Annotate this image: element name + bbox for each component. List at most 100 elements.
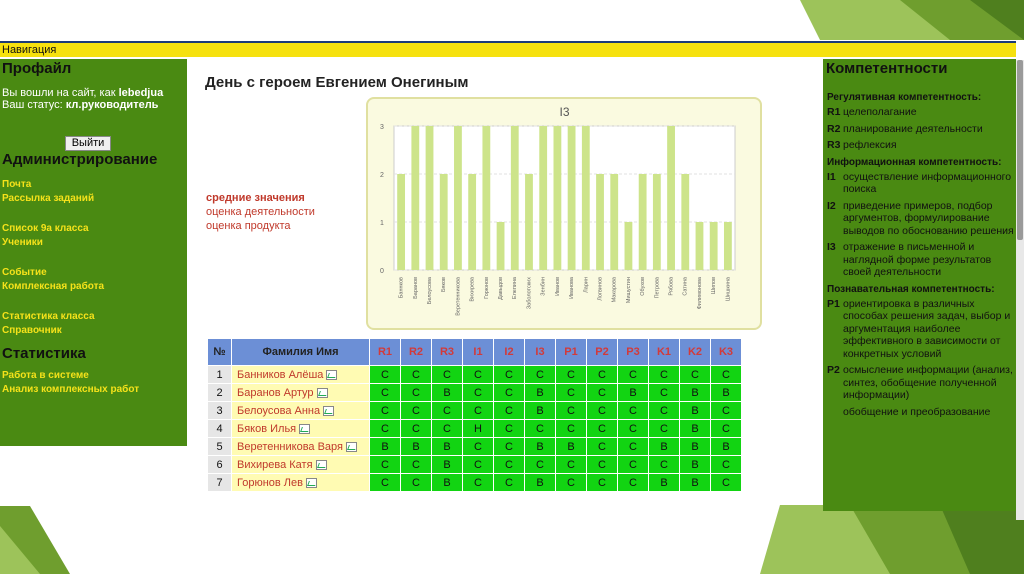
grade-cell: C <box>710 365 742 384</box>
table-body: 1 Банников Алёша C C C C C C C C C C C C 2 Баранов Арту… <box>207 365 742 492</box>
grade-cell: B <box>431 473 463 492</box>
bar <box>411 126 420 270</box>
page-scrollbar[interactable] <box>1016 60 1024 520</box>
x-tick-label: Бяков <box>441 277 447 292</box>
grade-cell: C <box>586 455 618 474</box>
chart-icon[interactable] <box>316 387 328 398</box>
grade-cell: C <box>431 419 463 438</box>
student-name-link[interactable]: Горюнов Лев <box>237 476 303 489</box>
grade-cell: C <box>710 419 742 438</box>
grade-cell: C <box>369 365 401 384</box>
student-name-cell: Белоусова Анна <box>231 401 370 420</box>
competency-text: обобщение и преобразование <box>843 405 991 418</box>
chart-icon[interactable] <box>326 369 338 380</box>
chart-title: I3 <box>559 105 569 119</box>
chart-icon[interactable] <box>305 477 317 488</box>
student-name-cell: Вихирева Катя <box>231 455 370 474</box>
grade-cell: C <box>400 419 432 438</box>
x-tick-label: Иванов <box>555 277 561 296</box>
logged-in-line: Вы вошли на сайт, как lebedjua <box>0 87 187 99</box>
scrollbar-thumb[interactable] <box>1017 60 1023 240</box>
grade-cell: C <box>555 419 587 438</box>
competency-item: R3 рефлексия <box>823 139 1016 152</box>
student-name-link[interactable]: Бяков Илья <box>237 422 297 435</box>
link-system-work[interactable]: Работа в системе <box>2 370 89 381</box>
header-i2: I2 <box>493 338 525 366</box>
grade-cell: B <box>710 437 742 456</box>
row-number: 2 <box>207 383 232 402</box>
grade-cell: C <box>555 473 587 492</box>
header-p3: P3 <box>617 338 649 366</box>
row-number: 6 <box>207 455 232 474</box>
logout-button[interactable]: Выйти <box>65 136 111 151</box>
bar <box>610 174 619 270</box>
chart-icon[interactable] <box>346 441 358 452</box>
page-title: День с героем Евгением Онегиным <box>205 74 469 91</box>
bar-chart: I3 0 1 2 3 Баннков Баранов Белоусова Бяков Верете… <box>380 105 736 316</box>
student-name-link[interactable]: Вихирева Катя <box>237 458 313 471</box>
grade-cell: C <box>493 401 525 420</box>
chart-icon[interactable] <box>299 423 311 434</box>
grade-cell: C <box>369 383 401 402</box>
y-tick-label: 0 <box>380 268 384 275</box>
student-name-link[interactable]: Банников Алёша <box>237 368 324 381</box>
bar <box>581 126 590 270</box>
grades-table: № Фамилия Имя R1 R2 R3 I1 I2 I3 P1 P2 P3 K1 K2 K3 1 Ба… <box>207 338 742 492</box>
grade-cell: B <box>555 437 587 456</box>
grade-cell: C <box>369 455 401 474</box>
grade-cell: C <box>648 383 680 402</box>
student-name-cell: Баранов Артур <box>231 383 370 402</box>
chart-mode-links: средние значения оценка деятельности оце… <box>206 191 315 233</box>
link-event[interactable]: Событие <box>2 267 47 278</box>
grade-cell: C <box>431 365 463 384</box>
bar <box>723 222 732 270</box>
chart-icon[interactable] <box>323 405 335 416</box>
table-row: 2 Баранов Артур C C B C C B C C B C B B <box>207 383 742 402</box>
header-i1: I1 <box>462 338 494 366</box>
chart-icon[interactable] <box>315 459 327 470</box>
grade-cell: C <box>400 401 432 420</box>
x-tick-label: Петрова <box>654 276 660 298</box>
grade-cell: B <box>617 383 649 402</box>
table-row: 5 Веретенникова Варя B B B C C B B C C B B B <box>207 437 742 456</box>
link-complex-work[interactable]: Комплексная работа <box>2 281 105 292</box>
status-line: Ваш статус: кл.руководитель <box>0 99 187 111</box>
student-name-link[interactable]: Веретенникова Варя <box>237 440 344 453</box>
bar <box>496 222 505 270</box>
competency-text: осуществление информационного поиска <box>843 170 1012 196</box>
grade-cell: C <box>369 473 401 492</box>
link-averages[interactable]: средние значения <box>206 192 305 204</box>
grade-cell: C <box>555 365 587 384</box>
link-send-tasks[interactable]: Рассылка заданий <box>2 193 95 204</box>
header-k3: K3 <box>710 338 742 366</box>
link-reference[interactable]: Справочник <box>2 325 62 336</box>
grade-cell: C <box>648 365 680 384</box>
student-name-link[interactable]: Белоусова Анна <box>237 404 321 417</box>
header-r1: R1 <box>369 338 401 366</box>
link-complex-analysis[interactable]: Анализ комплексных работ <box>2 384 140 395</box>
grade-cell: C <box>493 419 525 438</box>
student-name-link[interactable]: Баранов Артур <box>237 386 314 399</box>
link-class-list[interactable]: Список 9а класса <box>2 223 89 234</box>
header-r2: R2 <box>400 338 432 366</box>
link-activity-rating[interactable]: оценка деятельности <box>206 206 315 218</box>
x-tick-label: Зенбин <box>541 277 547 296</box>
row-number: 1 <box>207 365 232 384</box>
grade-cell: B <box>648 437 680 456</box>
grade-cell: C <box>555 401 587 420</box>
link-class-stats[interactable]: Статистика класса <box>2 311 95 322</box>
link-students[interactable]: Ученики <box>2 237 43 248</box>
competency-item: P1 ориентировка в различных способах реше… <box>823 298 1016 361</box>
x-tick-label: Баннков <box>399 277 405 298</box>
grade-cell: C <box>524 455 556 474</box>
slide-decoration-bottom-right <box>760 505 1024 574</box>
link-mail[interactable]: Почта <box>2 179 32 190</box>
grade-cell: C <box>493 383 525 402</box>
grade-cell: B <box>400 437 432 456</box>
grade-cell: B <box>524 437 556 456</box>
grade-cell: C <box>462 365 494 384</box>
grade-cell: C <box>586 419 618 438</box>
link-product-rating[interactable]: оценка продукта <box>206 220 291 232</box>
logged-in-prefix: Вы вошли на сайт, как <box>2 87 116 99</box>
left-sidebar: Профайл Вы вошли на сайт, как lebedjua В… <box>0 59 187 446</box>
